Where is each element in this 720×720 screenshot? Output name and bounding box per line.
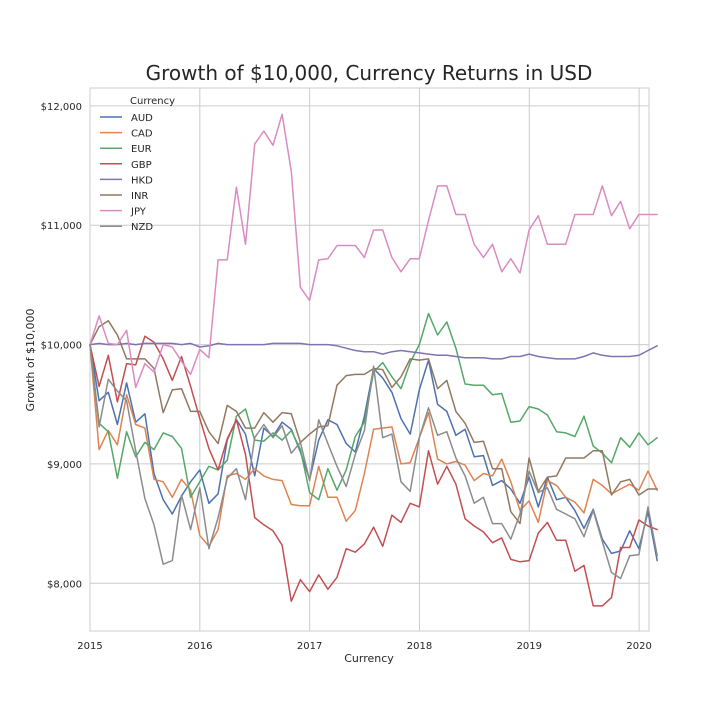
legend-items: AUD CAD EUR GBP HKD INR JPY NZD bbox=[100, 113, 153, 233]
series-lines bbox=[89, 113, 658, 607]
y-tick-label: $10,000 bbox=[41, 341, 82, 352]
plot-area bbox=[89, 87, 650, 632]
tick-labels: 2015 2016 2017 2018 2019 2020 $8,000 $9,000 $10,… bbox=[41, 102, 652, 652]
legend-label-nzd: NZD bbox=[131, 222, 153, 233]
legend-label-aud: AUD bbox=[131, 113, 153, 124]
legend-label-cad: CAD bbox=[131, 129, 153, 140]
y-tick-label: $12,000 bbox=[41, 102, 82, 113]
legend-label-hkd: HKD bbox=[131, 175, 153, 186]
series-line-nzd bbox=[89, 343, 658, 580]
legend-title: Currency bbox=[130, 96, 175, 107]
y-tick-label: $8,000 bbox=[47, 579, 82, 590]
legend: Currency AUD CAD EUR GBP HKD INR JPY NZD bbox=[100, 96, 175, 233]
x-tick-label: 2018 bbox=[407, 641, 432, 652]
legend-label-eur: EUR bbox=[131, 144, 152, 155]
x-tick-label: 2016 bbox=[187, 641, 212, 652]
x-tick-label: 2017 bbox=[297, 641, 322, 652]
series-line-hkd bbox=[89, 342, 658, 360]
x-axis-label: Currency bbox=[344, 652, 394, 665]
y-tick-label: $11,000 bbox=[41, 221, 82, 232]
chart-title: Growth of $10,000, Currency Returns in U… bbox=[146, 61, 593, 85]
legend-label-inr: INR bbox=[131, 191, 148, 202]
series-line-cad bbox=[89, 343, 658, 548]
gridlines bbox=[89, 88, 649, 631]
x-tick-label: 2015 bbox=[77, 641, 102, 652]
x-tick-label: 2019 bbox=[517, 641, 542, 652]
legend-label-jpy: JPY bbox=[130, 207, 147, 218]
legend-label-gbp: GBP bbox=[131, 160, 152, 171]
x-tick-label: 2020 bbox=[626, 641, 651, 652]
y-axis-label: Growth of $10,000 bbox=[24, 309, 37, 412]
series-line-jpy bbox=[89, 113, 658, 389]
y-tick-label: $9,000 bbox=[47, 460, 82, 471]
